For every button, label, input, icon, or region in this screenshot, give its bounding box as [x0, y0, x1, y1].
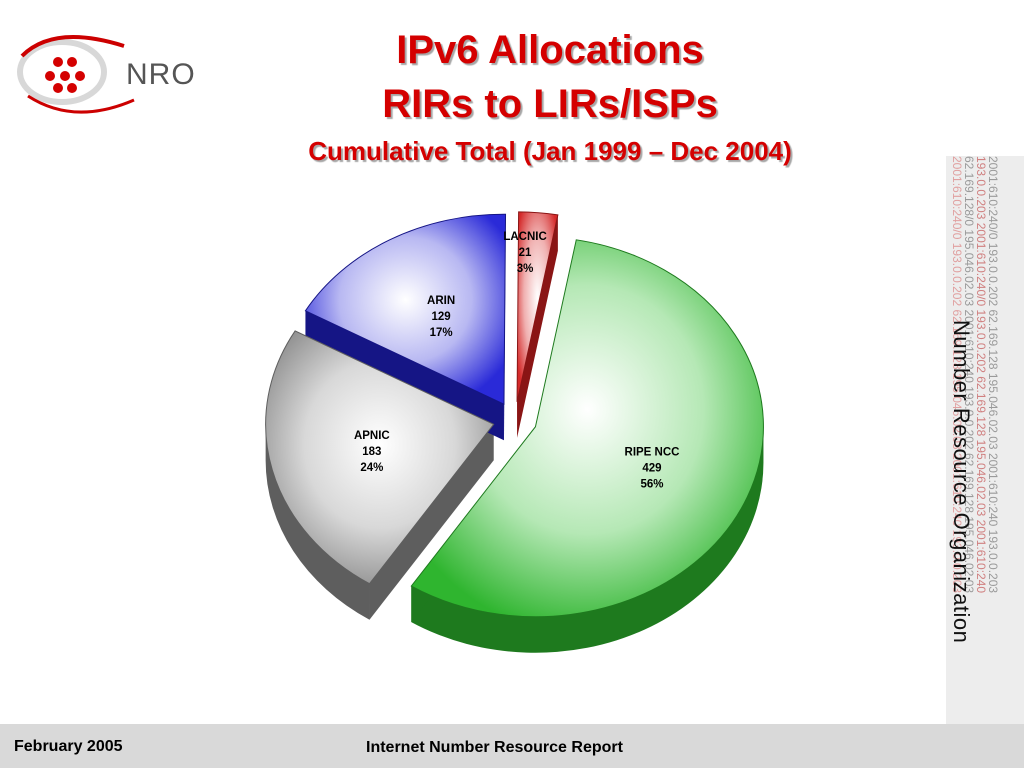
footer-date: February 2005 — [14, 738, 123, 755]
slice-name-label: RIPE NCC — [625, 446, 680, 458]
address-column: 62.169.128/0 195.046.02.03 2001:610:240 … — [962, 156, 976, 594]
pie-slice-face — [369, 424, 494, 620]
slice-percent-label: 17% — [430, 327, 453, 339]
side-organization-text: Number Resource Organization — [949, 320, 974, 644]
chart-title-line1: IPv6 Allocations — [396, 28, 704, 72]
address-column: 193.0.0.203 2001:610:240/0 193.0.0.202 6… — [974, 156, 988, 594]
slice-percent-label: 56% — [640, 478, 663, 490]
pie-slice-side — [411, 426, 764, 653]
pie-slice-face — [517, 214, 558, 438]
pie-slice-side — [265, 424, 370, 620]
chart-title-line2: RIRs to LIRs/ISPs — [382, 82, 718, 126]
footer-bar: February 2005 Internet Number Resource R… — [0, 724, 1024, 768]
slice-name-label: LACNIC — [503, 231, 546, 243]
nro-logo: NRO — [14, 26, 204, 116]
side-address-band: 2001:610:240/0 193.0.0.202 62.169.128 19… — [946, 156, 1024, 724]
address-column: 2001:610:240/0 193.0.0.202 62.169.128 19… — [986, 156, 1000, 594]
slice-value-label: 183 — [362, 446, 381, 458]
slice-percent-label: 24% — [360, 462, 383, 474]
slice-value-label: 429 — [642, 462, 661, 474]
pie-slice-lacnic — [516, 211, 559, 402]
slice-name-label: ARIN — [427, 295, 455, 307]
pie-slice-apnic — [265, 330, 495, 585]
chart-subtitle: Cumulative Total (Jan 1999 – Dec 2004) — [308, 136, 792, 166]
pie-chart: RIPE NCC 429 56% APNIC 183 24% ARIN 129 17% LACNI… — [265, 211, 764, 653]
slice-value-label: 21 — [519, 247, 532, 259]
slice-name-label: APNIC — [354, 430, 390, 442]
slice-value-label: 129 — [432, 311, 451, 323]
footer-report-title: Internet Number Resource Report — [366, 739, 623, 756]
address-column: 2001:610:240/0 193.0.0.202 62.169.128 19… — [950, 156, 964, 594]
pie-slice-arin — [304, 213, 507, 405]
pie-slice-ripe-ncc — [410, 239, 764, 618]
logo-text: NRO — [126, 58, 196, 91]
slice-percent-label: 3% — [517, 263, 534, 275]
